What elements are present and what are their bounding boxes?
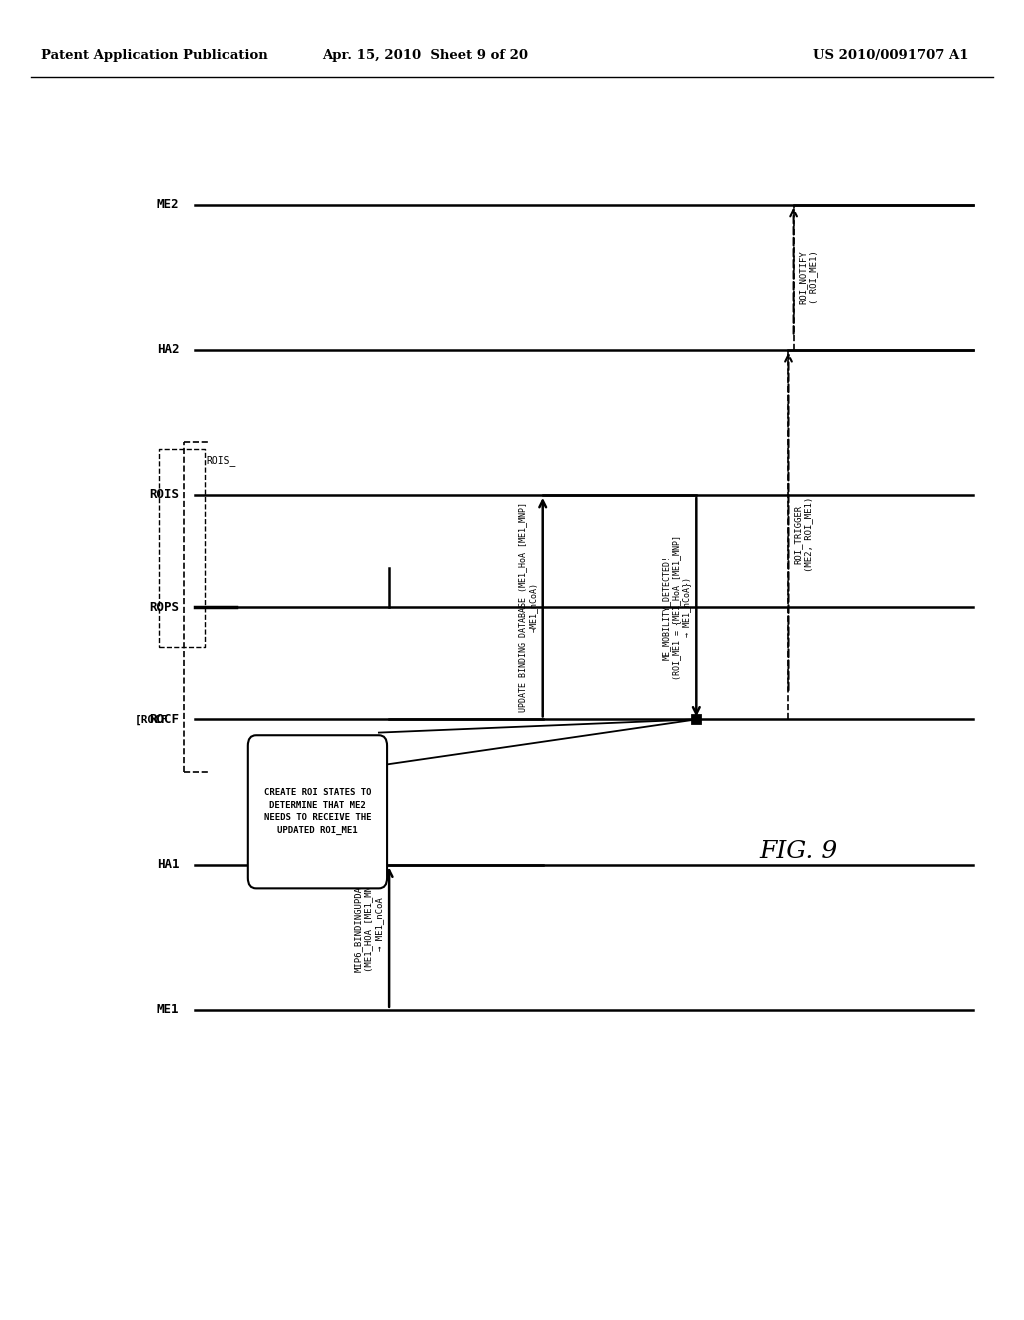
- FancyBboxPatch shape: [248, 735, 387, 888]
- Text: FIG. 9: FIG. 9: [760, 840, 838, 863]
- Text: ROCF: ROCF: [150, 713, 179, 726]
- Text: HA2: HA2: [157, 343, 179, 356]
- Text: [ROCF: [ROCF: [135, 714, 169, 725]
- Text: ROPS: ROPS: [150, 601, 179, 614]
- Text: ROI_TRIGGER
(ME2, ROI_ME1): ROI_TRIGGER (ME2, ROI_ME1): [794, 496, 813, 573]
- Text: ME2: ME2: [157, 198, 179, 211]
- Text: MIP6_BINDINGUPDATE
(ME1_HOA [ME1_MNP]
→ ME1_nCoA: MIP6_BINDINGUPDATE (ME1_HOA [ME1_MNP] → …: [354, 875, 384, 973]
- Text: UPDATE BINDING DATABASE (ME1_HoA [ME1_MNP]
→ME1_nCoA): UPDATE BINDING DATABASE (ME1_HoA [ME1_MN…: [518, 502, 538, 713]
- Text: CREATE ROI STATES TO
DETERMINE THAT ME2
NEEDS TO RECEIVE THE
UPDATED ROI_ME1: CREATE ROI STATES TO DETERMINE THAT ME2 …: [264, 788, 371, 836]
- Text: ROIS_: ROIS_: [207, 455, 237, 466]
- Text: Patent Application Publication: Patent Application Publication: [41, 49, 267, 62]
- Text: ROIS: ROIS: [150, 488, 179, 502]
- Text: ME1: ME1: [157, 1003, 179, 1016]
- Text: ROI_NOTIFY
( ROI_ME1): ROI_NOTIFY ( ROI_ME1): [799, 251, 818, 304]
- Text: Apr. 15, 2010  Sheet 9 of 20: Apr. 15, 2010 Sheet 9 of 20: [322, 49, 528, 62]
- Text: ME_MOBILITY_DETECTED!
(ROI_ME1 = {ME1_HoA [ME1_MNP]
→ ME1_nCoA}): ME_MOBILITY_DETECTED! (ROI_ME1 = {ME1_Ho…: [662, 535, 691, 680]
- Text: US 2010/0091707 A1: US 2010/0091707 A1: [813, 49, 969, 62]
- Text: HA1: HA1: [157, 858, 179, 871]
